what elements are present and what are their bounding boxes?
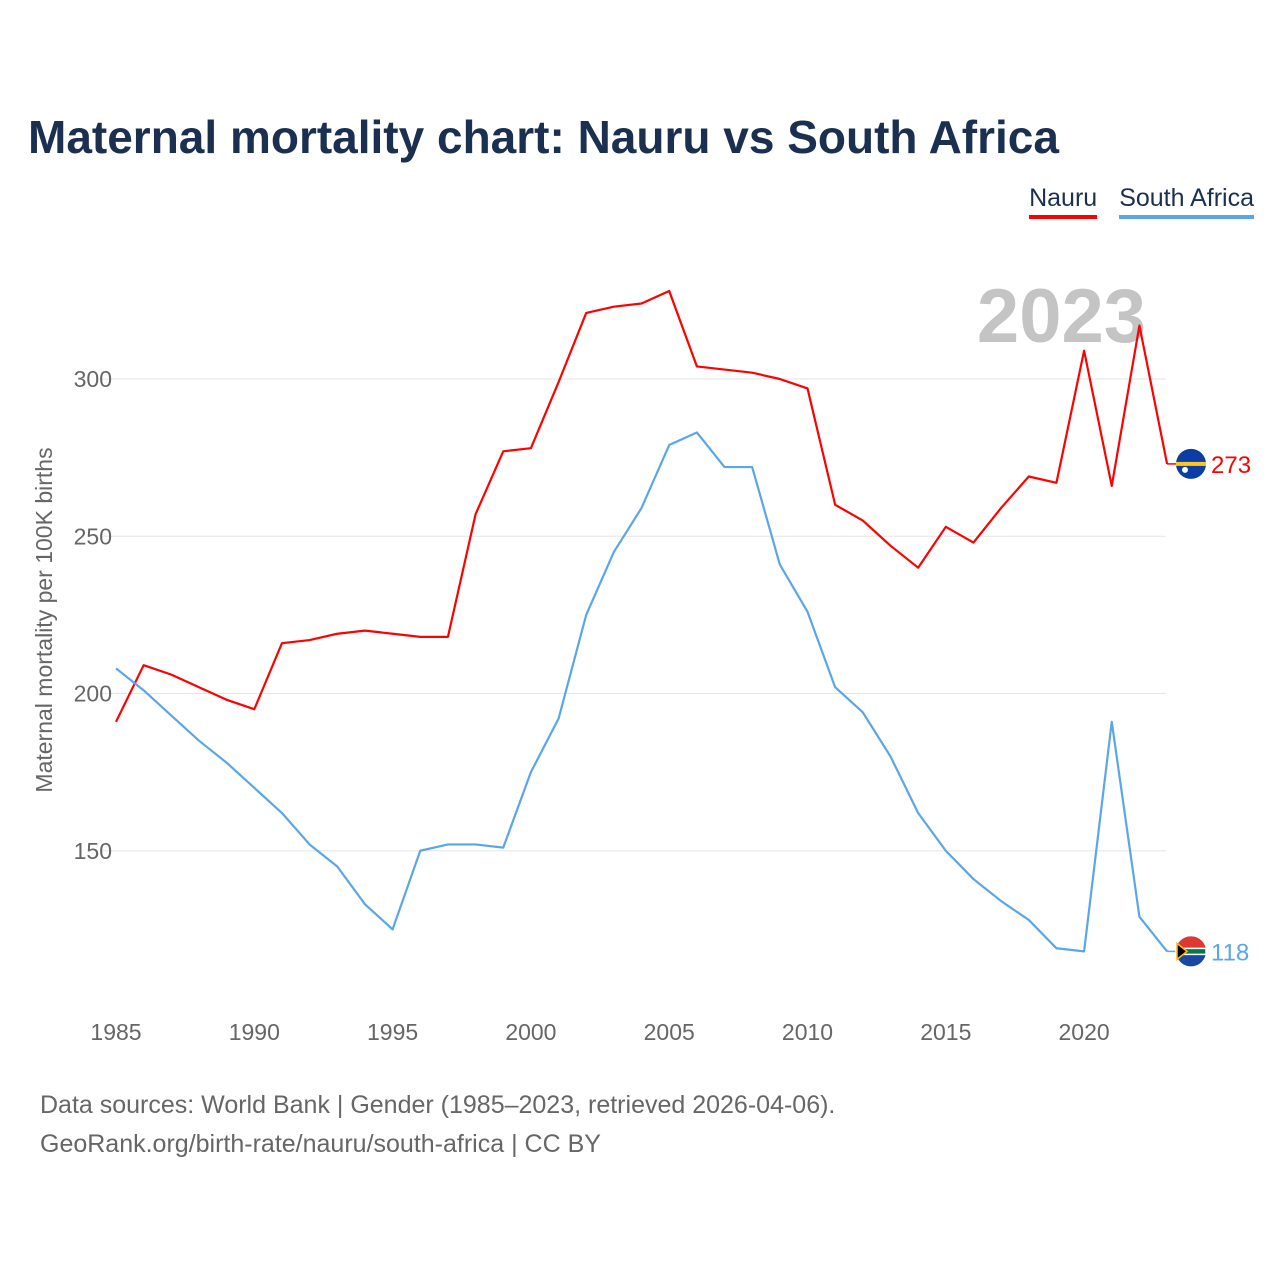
x-tick-label: 2020 — [1059, 1019, 1110, 1045]
year-watermark: 2023 — [977, 274, 1146, 359]
x-tick-label: 1990 — [229, 1019, 280, 1045]
y-axis-label: Maternal mortality per 100K births — [31, 447, 57, 792]
footer: Data sources: World Bank | Gender (1985–… — [40, 1086, 835, 1164]
flag-green — [1175, 947, 1207, 956]
flag-stripe — [1176, 461, 1206, 466]
y-tick-label: 150 — [74, 838, 112, 864]
x-tick-label: 2005 — [644, 1019, 695, 1045]
footer-sources: Data sources: World Bank | Gender (1985–… — [40, 1091, 836, 1119]
y-tick-label: 250 — [74, 523, 112, 549]
x-tick-label: 1985 — [90, 1019, 141, 1045]
x-tick-label: 1995 — [367, 1019, 418, 1045]
end-value-label: 273 — [1211, 452, 1251, 479]
legend-nauru[interactable]: Nauru — [1029, 184, 1098, 219]
y-tick-label: 200 — [74, 681, 112, 707]
chart-title: Maternal mortality chart: Nauru vs South… — [28, 111, 1059, 163]
legend-south-africa[interactable]: South Africa — [1119, 184, 1254, 219]
legend: Nauru South Africa — [1029, 184, 1254, 219]
flag-star — [1182, 466, 1188, 473]
x-tick-label: 2010 — [782, 1019, 833, 1045]
footer-link[interactable]: GeoRank.org/birth-rate/nauru/south-afric… — [40, 1130, 601, 1158]
series-line-south-africa — [115, 431, 1168, 953]
y-tick-label: 300 — [74, 366, 112, 392]
x-tick-label: 2000 — [505, 1019, 556, 1045]
series-line-nauru — [115, 289, 1169, 723]
flag-triangle — [1176, 941, 1189, 961]
x-tick-label: 2015 — [920, 1019, 971, 1045]
end-value-label: 118 — [1211, 939, 1249, 966]
